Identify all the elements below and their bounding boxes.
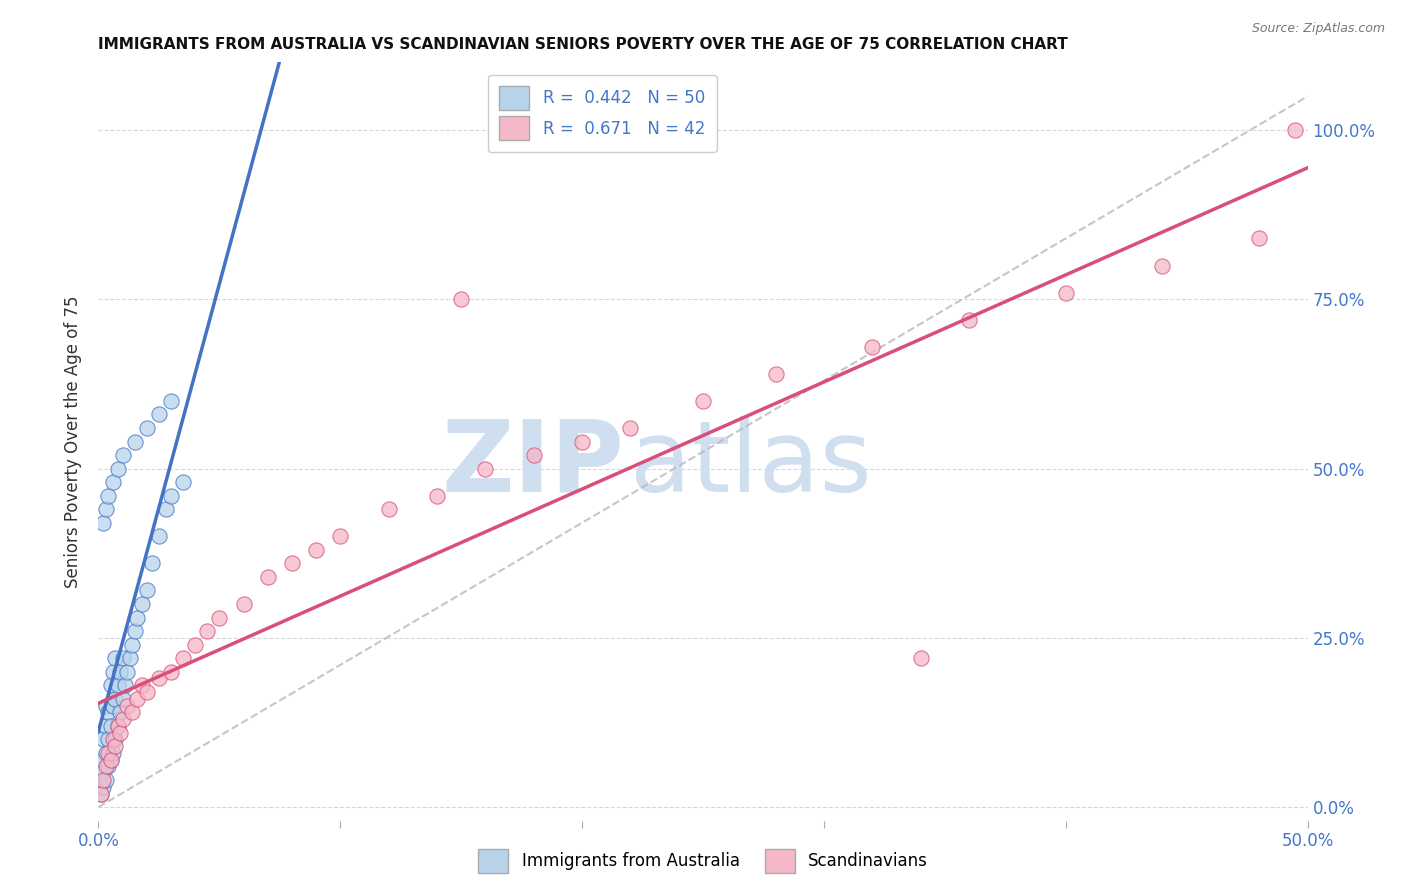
Point [135, 421, 157, 435]
Point [426, 489, 449, 503]
Point [101, 746, 124, 760]
Point [148, 529, 170, 543]
Point [148, 672, 170, 686]
Legend: R =  0.442   N = 50, R =  0.671   N = 42: R = 0.442 N = 50, R = 0.671 N = 42 [488, 75, 717, 152]
Point [100, 753, 122, 767]
Point [195, 624, 218, 639]
Point [523, 448, 546, 462]
Point [94, 772, 117, 787]
Point [118, 651, 141, 665]
Point [117, 665, 139, 679]
Point [1054, 285, 1077, 300]
Point [474, 461, 496, 475]
Point [90, 787, 112, 801]
Point [91, 772, 114, 787]
Point [97, 489, 120, 503]
Point [94, 698, 117, 713]
Point [104, 651, 127, 665]
Point [94, 719, 117, 733]
Point [91, 753, 114, 767]
Point [107, 719, 129, 733]
Point [94, 502, 117, 516]
Point [104, 739, 127, 754]
Point [114, 678, 136, 692]
Point [97, 706, 120, 720]
Point [160, 665, 183, 679]
Point [108, 725, 131, 739]
Point [107, 719, 129, 733]
Point [100, 719, 122, 733]
Point [107, 461, 129, 475]
Point [107, 678, 129, 692]
Point [1152, 259, 1174, 273]
Point [101, 698, 124, 713]
Point [124, 434, 146, 449]
Point [571, 434, 593, 449]
Point [329, 529, 352, 543]
Point [172, 651, 194, 665]
Point [141, 557, 163, 571]
Point [104, 691, 127, 706]
Point [305, 542, 328, 557]
Point [619, 421, 641, 435]
Point [232, 597, 254, 611]
Point [692, 393, 714, 408]
Point [97, 746, 120, 760]
Point [121, 638, 143, 652]
Point [127, 691, 149, 706]
Point [121, 706, 143, 720]
Y-axis label: Seniors Poverty Over the Age of 75: Seniors Poverty Over the Age of 75 [65, 295, 83, 588]
Point [117, 698, 139, 713]
Point [184, 638, 207, 652]
Point [111, 712, 134, 726]
Point [172, 475, 194, 490]
Point [160, 393, 183, 408]
Point [1284, 123, 1306, 137]
Point [281, 557, 304, 571]
Point [256, 570, 278, 584]
Point [101, 732, 124, 747]
Point [101, 475, 124, 490]
Point [111, 691, 134, 706]
Point [148, 408, 170, 422]
Point [94, 759, 117, 773]
Point [111, 651, 134, 665]
Point [91, 516, 114, 530]
Text: ZIP: ZIP [441, 416, 624, 513]
Text: atlas: atlas [630, 416, 872, 513]
Point [160, 489, 183, 503]
Point [208, 610, 231, 624]
Point [957, 312, 980, 326]
Point [765, 367, 787, 381]
Point [135, 583, 157, 598]
Point [100, 753, 122, 767]
Legend: Immigrants from Australia, Scandinavians: Immigrants from Australia, Scandinavians [471, 842, 935, 880]
Point [111, 448, 134, 462]
Point [104, 732, 127, 747]
Point [450, 293, 472, 307]
Point [90, 787, 112, 801]
Point [91, 780, 114, 794]
Point [860, 340, 883, 354]
Point [90, 766, 112, 780]
Point [101, 665, 124, 679]
Point [124, 624, 146, 639]
Point [91, 732, 114, 747]
Point [100, 678, 122, 692]
Point [377, 502, 399, 516]
Point [155, 502, 177, 516]
Point [97, 732, 120, 747]
Point [131, 597, 153, 611]
Point [910, 651, 932, 665]
Point [94, 746, 117, 760]
Point [97, 759, 120, 773]
Point [108, 665, 131, 679]
Text: Source: ZipAtlas.com: Source: ZipAtlas.com [1251, 22, 1385, 36]
Point [108, 706, 131, 720]
Point [135, 685, 157, 699]
Point [131, 678, 153, 692]
Point [127, 610, 149, 624]
Text: IMMIGRANTS FROM AUSTRALIA VS SCANDINAVIAN SENIORS POVERTY OVER THE AGE OF 75 COR: IMMIGRANTS FROM AUSTRALIA VS SCANDINAVIA… [98, 37, 1069, 52]
Point [1249, 231, 1271, 245]
